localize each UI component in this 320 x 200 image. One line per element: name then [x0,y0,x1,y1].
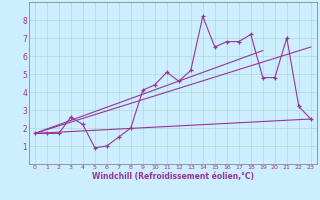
X-axis label: Windchill (Refroidissement éolien,°C): Windchill (Refroidissement éolien,°C) [92,172,254,181]
